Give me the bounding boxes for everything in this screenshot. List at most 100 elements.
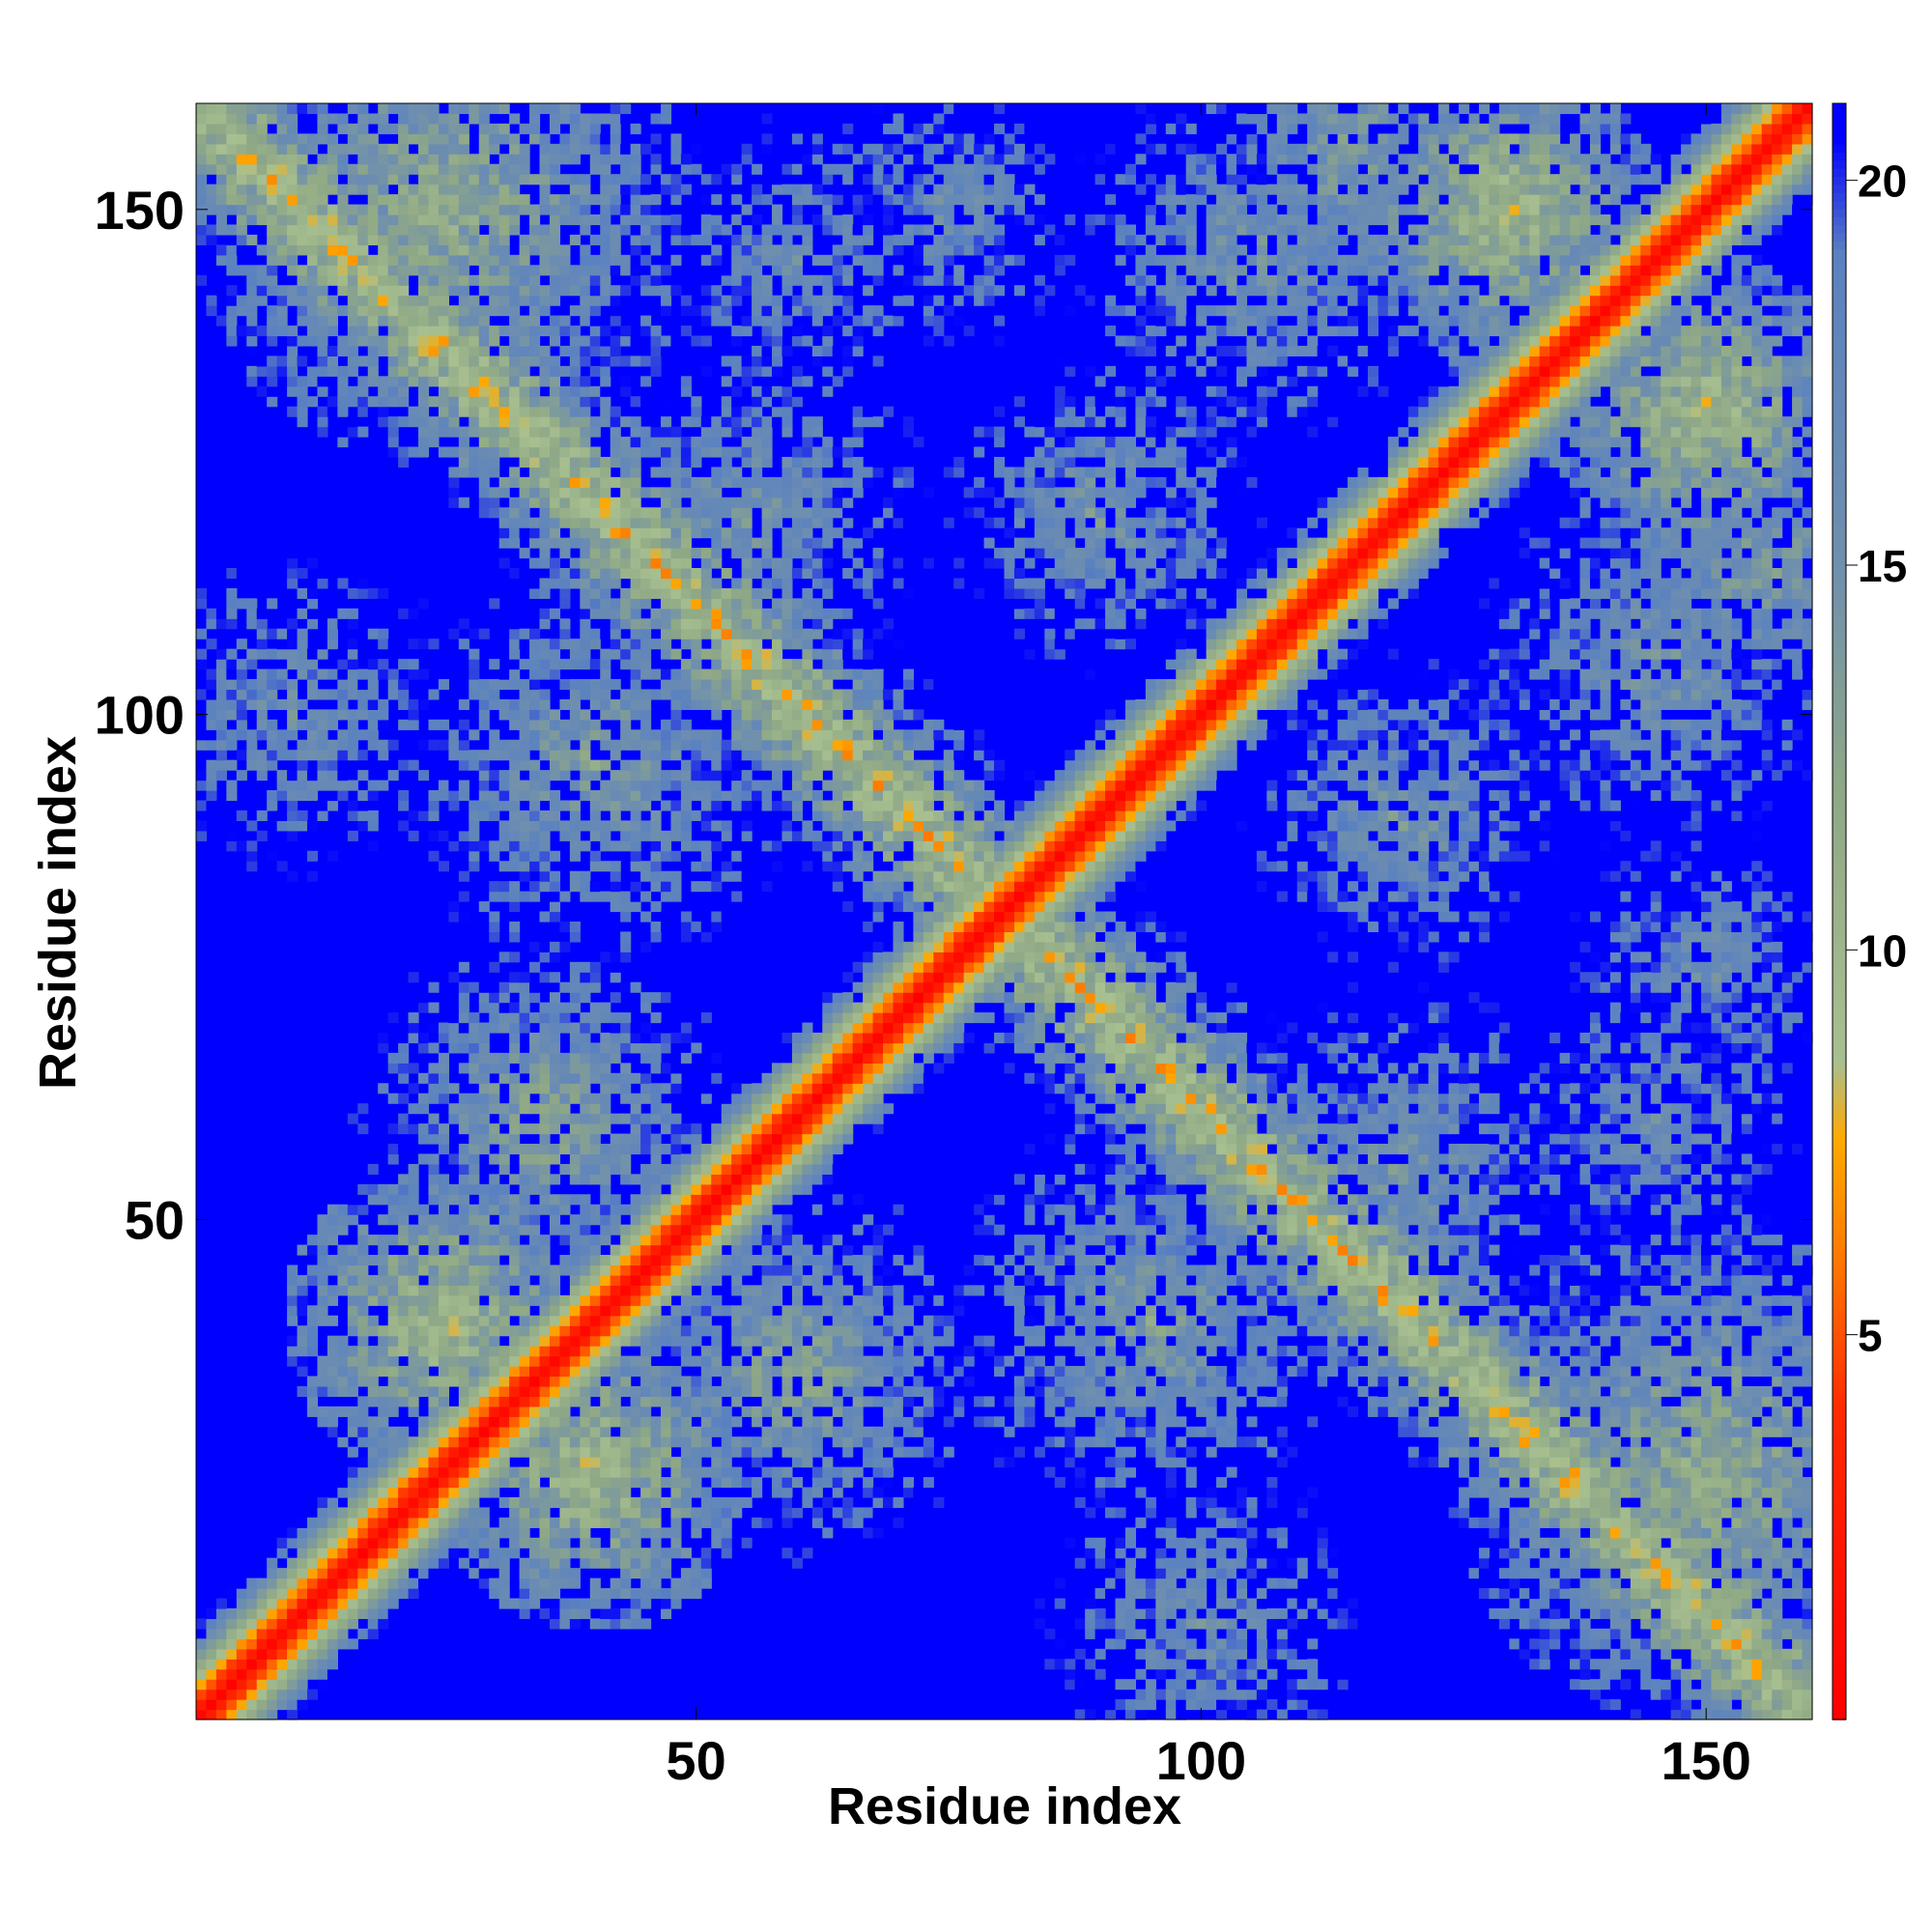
heatmap-cell — [498, 1315, 510, 1326]
heatmap-cell — [357, 133, 369, 145]
heatmap-cell — [469, 113, 480, 125]
heatmap-cell — [519, 1052, 530, 1064]
heatmap-cell — [519, 517, 530, 528]
heatmap-cell — [489, 1457, 500, 1468]
heatmap-cell — [448, 1294, 460, 1306]
heatmap-cell — [650, 1224, 662, 1236]
heatmap-cell — [630, 517, 641, 528]
heatmap-cell — [215, 154, 227, 165]
heatmap-cell — [448, 265, 460, 276]
heatmap-cell — [519, 992, 530, 1004]
heatmap-cell — [610, 861, 621, 872]
heatmap-cell — [489, 1305, 500, 1317]
heatmap-cell — [600, 355, 611, 367]
heatmap-cell — [317, 234, 328, 245]
heatmap-cell — [660, 204, 672, 215]
heatmap-cell — [569, 143, 581, 155]
heatmap-cell — [387, 770, 399, 781]
heatmap-cell — [680, 437, 692, 448]
heatmap-cell — [509, 1072, 521, 1084]
heatmap-cell — [347, 729, 358, 741]
heatmap-cell — [509, 113, 521, 125]
heatmap-cell — [559, 1557, 571, 1569]
heatmap-cell — [498, 1183, 510, 1195]
heatmap-cell — [670, 557, 682, 569]
heatmap-cell — [357, 184, 369, 195]
heatmap-cell — [378, 295, 389, 306]
heatmap-cell — [630, 659, 641, 670]
heatmap-cell — [630, 1204, 641, 1215]
heatmap-cell — [206, 608, 217, 619]
heatmap-cell — [630, 1477, 641, 1489]
heatmap-cell — [398, 174, 410, 185]
heatmap-cell — [469, 1305, 480, 1317]
heatmap-cell — [569, 881, 581, 893]
heatmap-cell — [711, 194, 723, 206]
heatmap-cell — [398, 1568, 410, 1579]
heatmap-cell — [448, 476, 460, 488]
heatmap-cell — [559, 1012, 571, 1024]
heatmap-cell — [580, 174, 591, 185]
heatmap-cell — [307, 1315, 319, 1326]
heatmap-cell — [246, 598, 258, 610]
heatmap-cell — [418, 265, 430, 276]
heatmap-cell — [256, 1577, 268, 1589]
heatmap-cell — [418, 810, 430, 821]
heatmap-cell — [378, 234, 389, 245]
heatmap-cell — [691, 1194, 702, 1206]
heatmap-cell — [589, 1274, 601, 1286]
heatmap-cell — [529, 1446, 541, 1458]
heatmap-cell — [529, 1477, 541, 1489]
heatmap-cell — [539, 729, 551, 741]
heatmap-cell — [246, 1577, 258, 1589]
heatmap-cell — [691, 1133, 702, 1145]
heatmap-cell — [387, 1194, 399, 1206]
heatmap-cell — [589, 1072, 601, 1084]
heatmap-cell — [448, 840, 460, 852]
heatmap-cell — [610, 497, 621, 508]
heatmap-cell — [529, 1183, 541, 1195]
heatmap-cell — [317, 1285, 328, 1296]
heatmap-cell — [610, 224, 621, 236]
heatmap-cell — [398, 446, 410, 458]
heatmap-cell — [640, 174, 652, 185]
heatmap-cell — [519, 1466, 530, 1478]
heatmap-cell — [569, 1416, 581, 1428]
heatmap-cell — [196, 628, 208, 639]
heatmap-cell — [428, 1002, 440, 1013]
heatmap-cell — [600, 113, 611, 125]
heatmap-cell — [539, 133, 551, 145]
heatmap-cell — [600, 820, 611, 832]
heatmap-cell — [418, 274, 430, 286]
heatmap-cell — [367, 365, 379, 377]
heatmap-cell — [357, 204, 369, 215]
heatmap-cell — [691, 639, 702, 650]
heatmap-cell — [610, 254, 621, 266]
heatmap-cell — [215, 1659, 227, 1670]
heatmap-cell — [196, 830, 208, 841]
heatmap-cell — [700, 578, 712, 589]
heatmap-cell — [509, 1376, 521, 1387]
heatmap-cell — [721, 1143, 732, 1155]
heatmap-cell — [640, 143, 652, 155]
heatmap-cell — [438, 1487, 450, 1498]
heatmap-cell — [378, 1466, 389, 1478]
heatmap-cell — [337, 345, 349, 357]
heatmap-cell — [569, 335, 581, 347]
heatmap-cell — [327, 1648, 338, 1660]
heatmap-cell — [297, 1557, 308, 1569]
heatmap-cell — [387, 639, 399, 650]
heatmap-cell — [478, 274, 490, 286]
heatmap-cell — [317, 1628, 328, 1639]
heatmap-cell — [580, 1537, 591, 1548]
heatmap-cell — [438, 133, 450, 145]
heatmap-cell — [539, 1194, 551, 1206]
heatmap-cell — [448, 1426, 460, 1437]
heatmap-cell — [610, 507, 621, 519]
heatmap-cell — [287, 123, 298, 134]
heatmap-cell — [246, 739, 258, 751]
heatmap-cell — [559, 1376, 571, 1387]
heatmap-cell — [539, 456, 551, 469]
heatmap-cell — [337, 437, 349, 448]
heatmap-cell — [469, 659, 480, 670]
